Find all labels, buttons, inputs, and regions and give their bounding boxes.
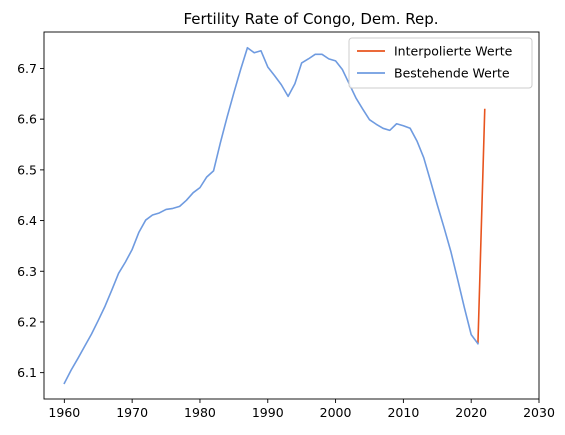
series-line-0 — [477, 108, 486, 344]
chart-title: Fertility Rate of Congo, Dem. Rep. — [183, 10, 438, 28]
y-tick-label: 6.6 — [17, 112, 37, 127]
legend-box — [348, 37, 533, 89]
x-tick-label: 2000 — [320, 405, 352, 420]
axes: 1960 1970 1980 1990 2000 2010 2020 2030 6.1 6.2 6.… — [17, 31, 555, 420]
x-tick-label: 2030 — [523, 405, 555, 420]
legend-label-0: Interpolierte Werte — [394, 44, 513, 59]
y-tick-label: 6.3 — [17, 264, 37, 279]
legend: Interpolierte Werte Bestehende Werte — [348, 37, 533, 89]
x-tick-label: 2020 — [455, 405, 487, 420]
x-tick-label: 2010 — [387, 405, 419, 420]
y-tick-label: 6.5 — [17, 162, 37, 177]
y-tick-label: 6.2 — [17, 314, 37, 329]
y-tick-label: 6.1 — [17, 365, 37, 380]
axes-frame — [43, 31, 540, 400]
series-line-1 — [63, 46, 480, 385]
x-tick-label: 1970 — [116, 405, 148, 420]
legend-label-1: Bestehende Werte — [394, 66, 510, 81]
x-tick-label: 1960 — [48, 405, 80, 420]
x-tick-label: 1980 — [184, 405, 216, 420]
y-tick-label: 6.4 — [17, 213, 37, 228]
y-tick-label: 6.7 — [17, 61, 37, 76]
x-tick-label: 1990 — [252, 405, 284, 420]
plot-area — [63, 46, 486, 385]
